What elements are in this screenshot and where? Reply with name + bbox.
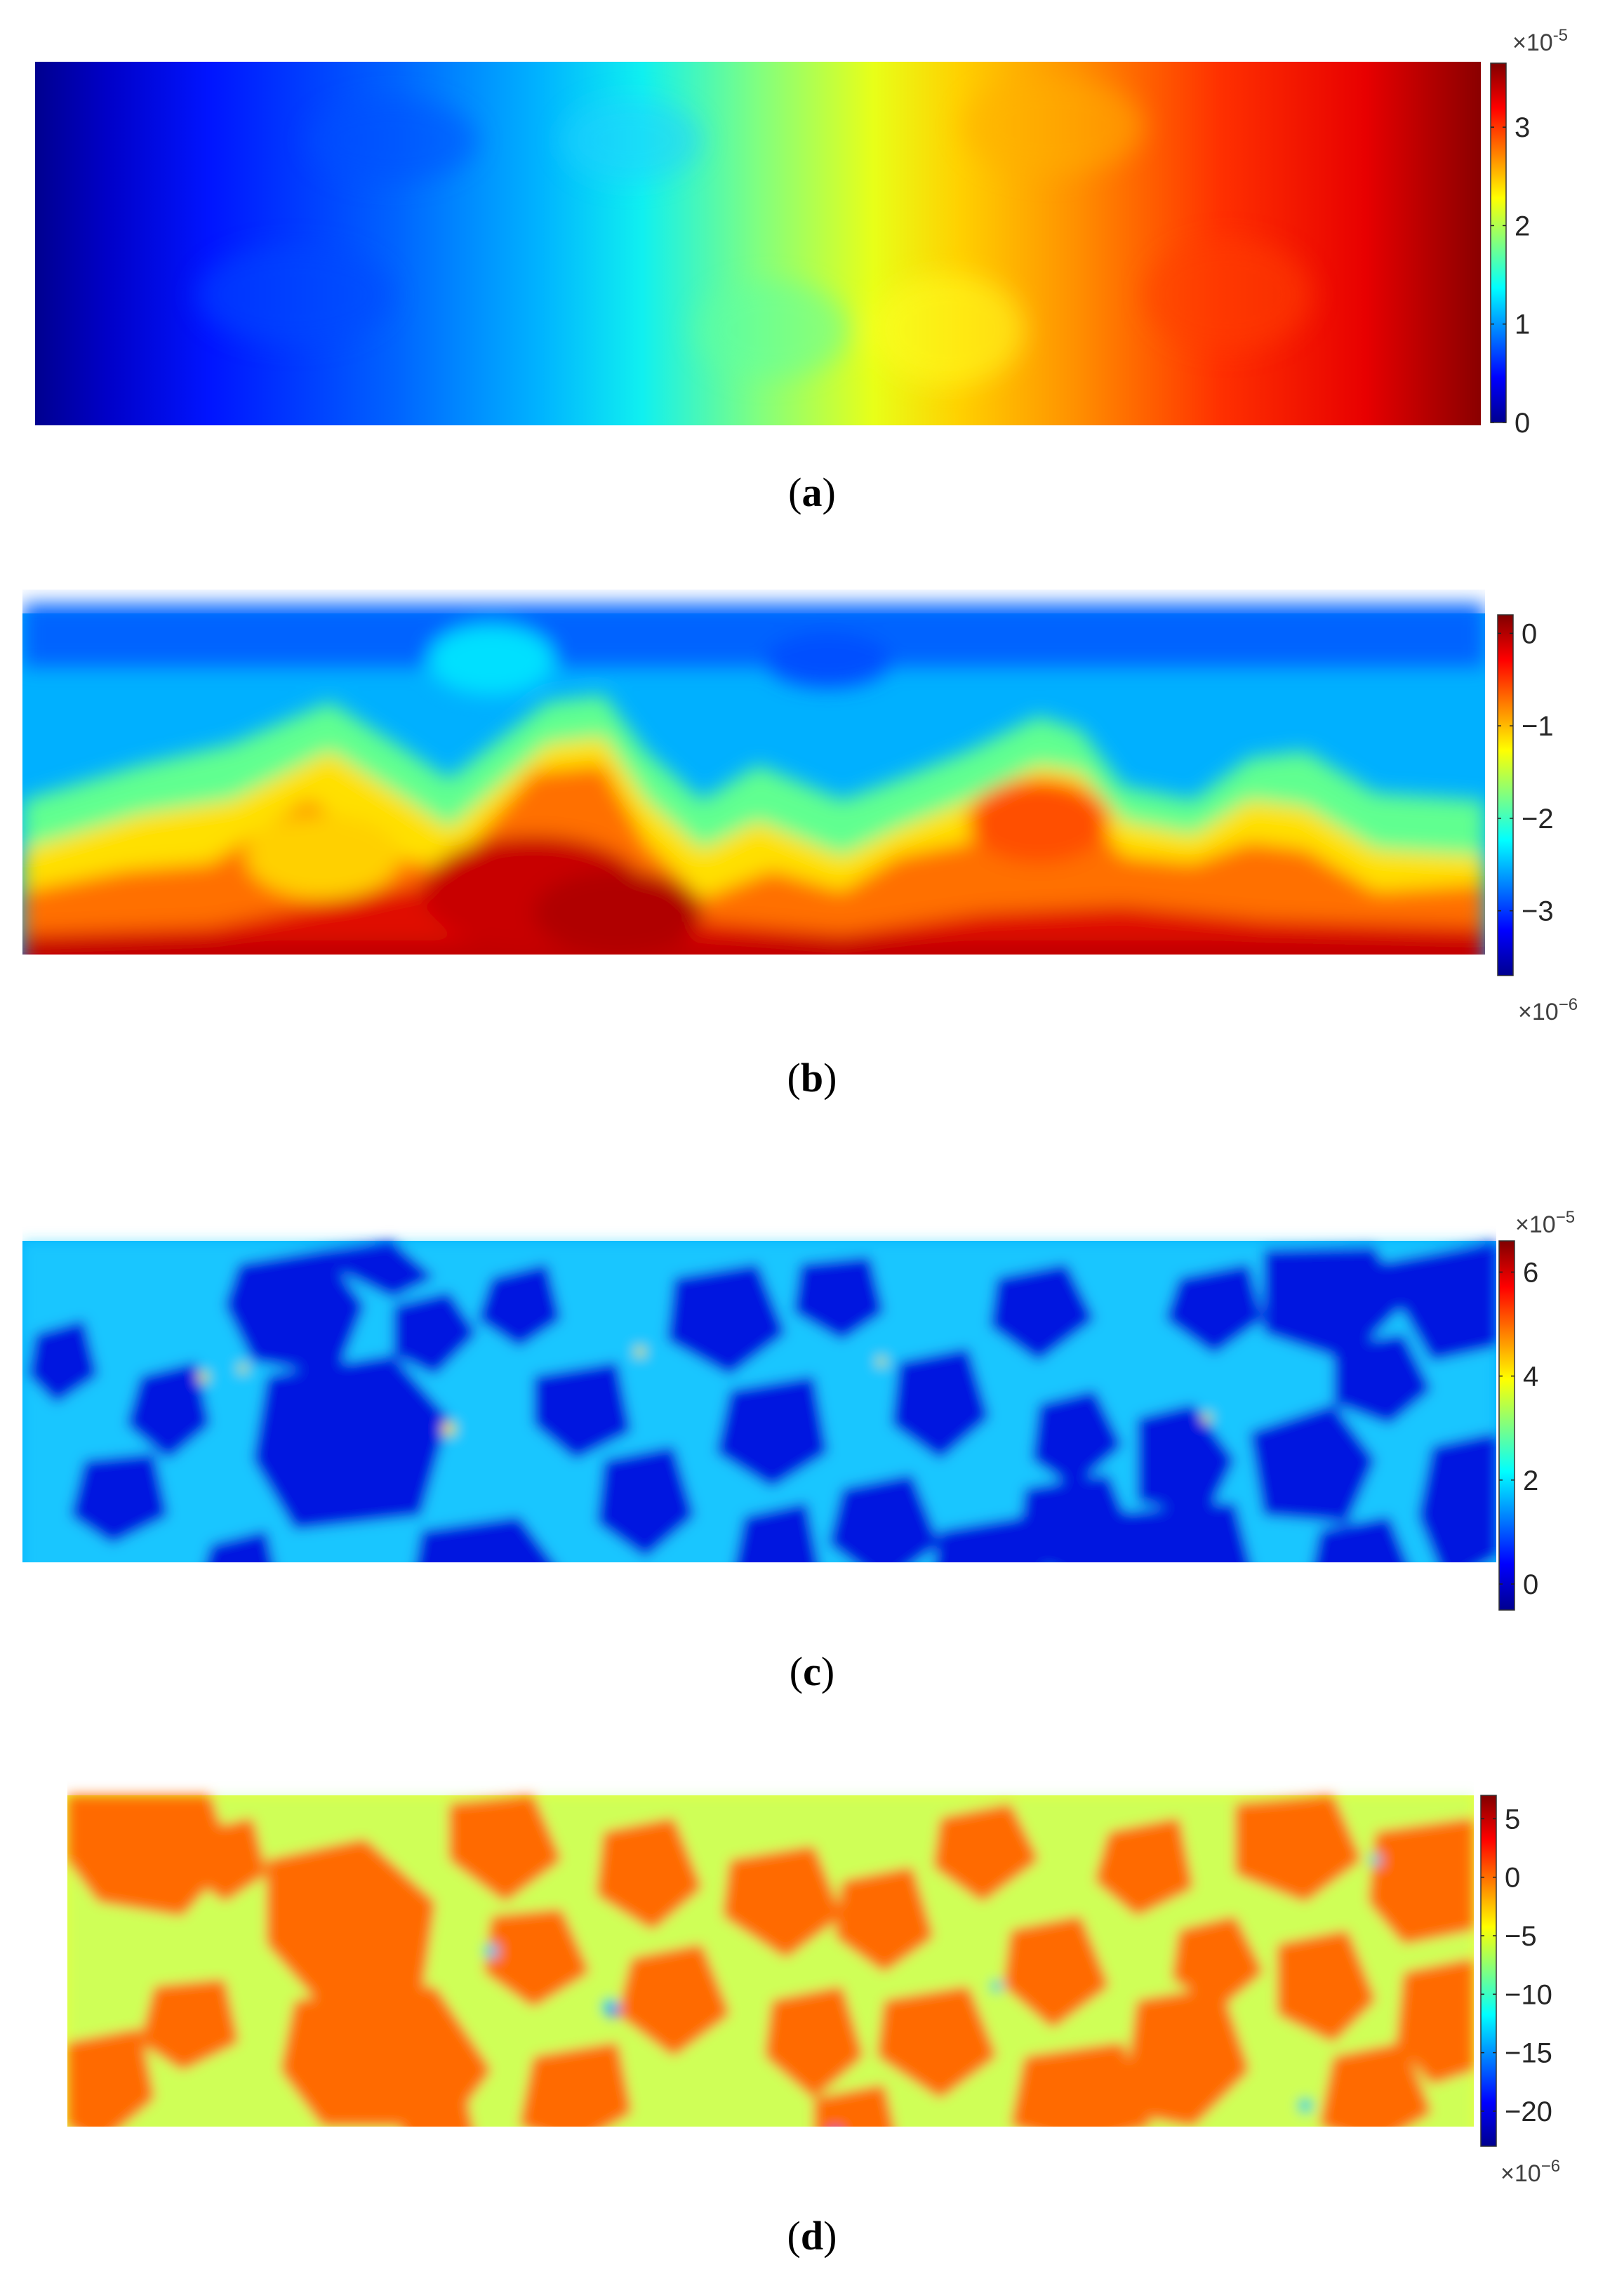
colorbar-exponent-a: ×10-5 <box>1512 26 1568 56</box>
colorbar-tick-label: 1 <box>1515 310 1530 340</box>
colorbar-b <box>1497 614 1514 976</box>
panel-a: 0 1 2 3 ×10-5 <box>35 26 1568 439</box>
caption-c: (c) <box>789 1649 835 1694</box>
colorbar-tick-label: −10 <box>1505 1979 1552 2010</box>
colorbar-tick-label: 0 <box>1505 1863 1520 1894</box>
colorbar-tick-label: 3 <box>1515 112 1530 143</box>
colorbar-tick-label: 6 <box>1523 1257 1538 1288</box>
colorbar-ticks-a: 0 1 2 3 <box>1491 112 1530 439</box>
colorbar-tick-label: −2 <box>1522 804 1554 835</box>
heatmap-b <box>22 604 1485 955</box>
colorbar-exponent-d: ×10−6 <box>1500 2157 1560 2187</box>
caption-b: (b) <box>787 1055 837 1101</box>
colorbar-tick-label: −20 <box>1505 2096 1552 2127</box>
caption-d: (d) <box>787 2213 837 2259</box>
colorbar-a <box>1490 62 1507 423</box>
colorbar-tick-label: 5 <box>1505 1804 1520 1835</box>
heatmap-c <box>22 1241 1496 1562</box>
panel-d: 5 0 −5 −10 −15 −20 ×10−6 <box>67 1795 1560 2187</box>
heatmap-d <box>67 1795 1474 2127</box>
colorbar-ticks-b: 0 −1 −2 −3 <box>1498 618 1554 927</box>
colorbar-tick-label: −15 <box>1505 2038 1552 2069</box>
colorbar-tick-label: −1 <box>1522 711 1554 742</box>
colorbar-tick-label: 2 <box>1523 1465 1538 1496</box>
panel-b: 0 −1 −2 −3 ×10−6 <box>22 604 1578 1025</box>
colorbar-tick-label: 0 <box>1523 1569 1538 1600</box>
caption-a: (a) <box>788 470 836 515</box>
colorbar-c <box>1498 1240 1515 1611</box>
colorbar-d <box>1480 1795 1497 2147</box>
colorbar-tick-label: 0 <box>1515 408 1530 439</box>
colorbar-exponent-c: ×10−5 <box>1515 1208 1575 1238</box>
colorbar-tick-label: 2 <box>1515 211 1530 241</box>
panel-c: 0 2 4 6 ×10−5 <box>22 1208 1575 1611</box>
colorbar-tick-label: 4 <box>1523 1362 1538 1392</box>
colorbar-ticks-c: 0 2 4 6 <box>1499 1257 1538 1600</box>
heatmap-a <box>35 62 1481 425</box>
colorbar-exponent-b: ×10−6 <box>1518 995 1578 1025</box>
colorbar-ticks-d: 5 0 −5 −10 −15 −20 <box>1481 1804 1552 2127</box>
colorbar-tick-label: 0 <box>1522 618 1537 649</box>
colorbar-tick-label: −3 <box>1522 896 1554 927</box>
colorbar-tick-label: −5 <box>1505 1921 1537 1952</box>
